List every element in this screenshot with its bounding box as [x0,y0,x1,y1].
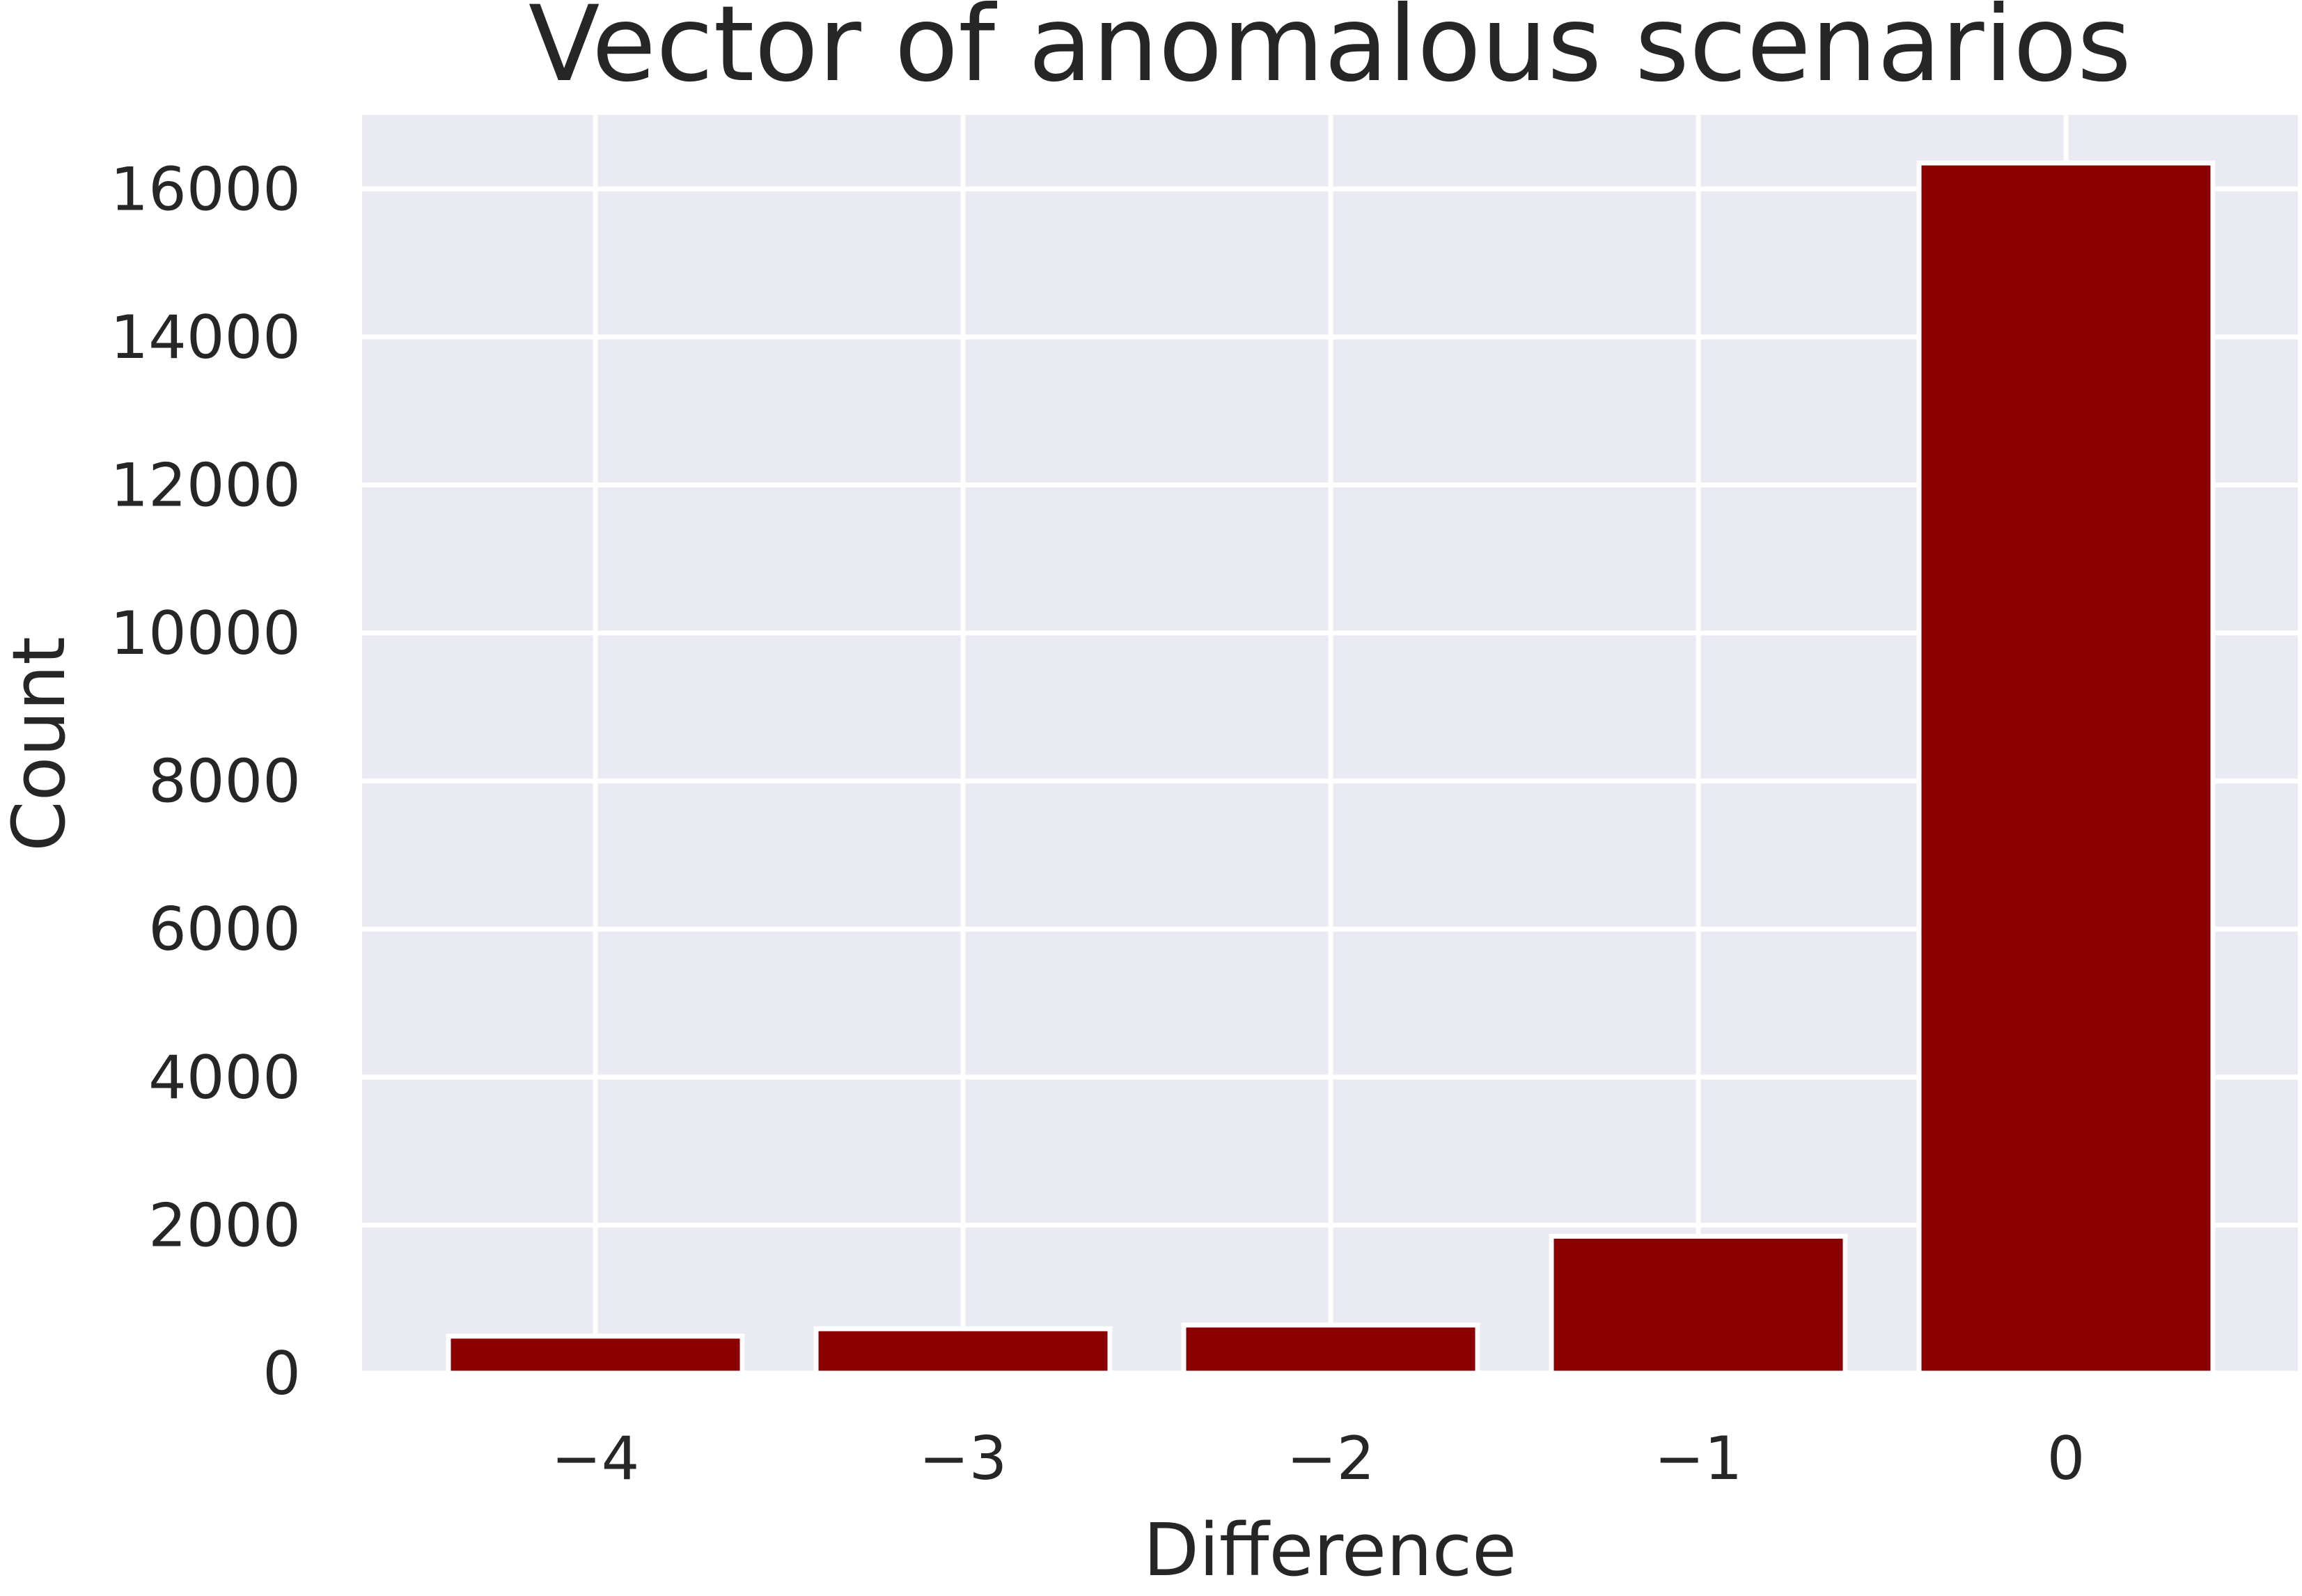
y-tick-label: 4000 [148,1043,301,1113]
x-tick-label: −1 [1654,1424,1743,1494]
y-tick-labels: 0 2000 4000 6000 8000 10000 12000 14000 16000 [110,155,301,1409]
bar-0 [446,1333,745,1376]
y-tick-label: 2000 [148,1191,301,1260]
y-tick-label: 14000 [110,303,301,373]
x-tick-label: 0 [2047,1424,2085,1494]
x-tick-label: −2 [1287,1424,1375,1494]
chart-title: Vector of anomalous scenarios [528,0,2131,105]
grid-lines [362,115,2298,1376]
bars [446,160,2216,1376]
y-tick-label: 10000 [110,599,301,668]
x-axis-label: Difference [1143,1508,1517,1593]
y-tick-label: 16000 [110,155,301,224]
bar-1 [813,1326,1113,1376]
y-axis-label: Count [0,636,81,852]
x-tick-label: −3 [919,1424,1008,1494]
x-tick-labels: −4 −3 −2 −1 0 [551,1424,2085,1494]
x-tick-label: −4 [551,1424,640,1494]
y-tick-label: 8000 [148,747,301,817]
bar-3 [1549,1233,1848,1376]
y-tick-label: 6000 [148,895,301,964]
y-tick-label: 0 [263,1339,301,1409]
bar-2 [1181,1322,1480,1376]
y-tick-label: 12000 [110,451,301,520]
bar-4 [1916,160,2216,1376]
